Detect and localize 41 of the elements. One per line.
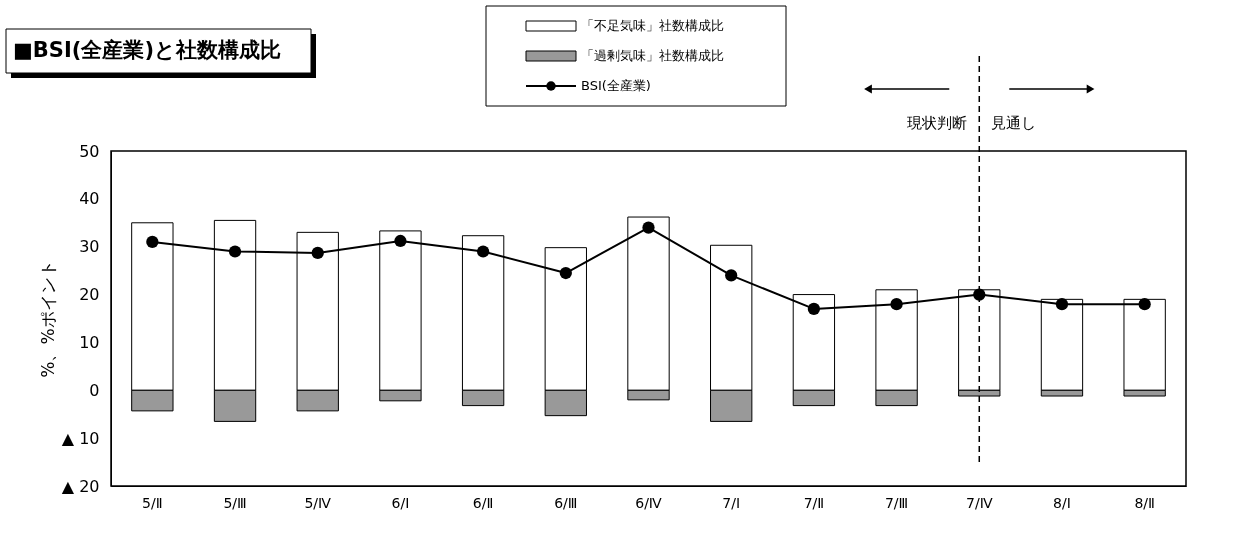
x-tick-label: 5/Ⅱ: [142, 494, 163, 511]
chart-title: ■BSI(全産業)と社数構成比: [13, 38, 281, 62]
y-tick-label: 50: [79, 141, 100, 161]
y-tick-label: ▲ 20: [61, 476, 100, 496]
point: [1055, 298, 1069, 311]
legend-label: BSI(全産業): [581, 78, 651, 93]
point: [476, 245, 490, 258]
y-axis-title: %、%ポイント: [37, 260, 58, 378]
x-tick-label: 6/Ⅳ: [635, 494, 662, 511]
x-tick-label: 8/Ⅰ: [1053, 494, 1071, 511]
x-tick-label: 8/Ⅱ: [1134, 494, 1155, 511]
legend-label: 「過剰気味」社数構成比: [581, 48, 724, 63]
x-tick-label: 5/Ⅳ: [304, 494, 332, 511]
y-tick-label: 0: [89, 380, 100, 400]
x-tick-label: 6/Ⅱ: [472, 494, 494, 511]
y-tick-label: 10: [79, 332, 100, 352]
x-tick-label: 5/Ⅲ: [223, 494, 247, 511]
point: [642, 221, 655, 234]
text: 現状判断: [907, 114, 968, 132]
legend-label: 「不足気味」社数構成比: [581, 18, 724, 33]
x-tick-label: 7/Ⅰ: [722, 494, 741, 511]
point: [1138, 298, 1151, 311]
x-tick-label: 7/Ⅳ: [966, 494, 993, 511]
point: [311, 246, 324, 260]
x-tick-label: 6/Ⅲ: [554, 494, 578, 511]
y-tick-label: 20: [79, 285, 100, 305]
point: [559, 266, 572, 280]
point: [725, 269, 738, 282]
point: [890, 298, 903, 311]
x-tick-label: 7/Ⅱ: [803, 494, 825, 511]
y-tick-label: 30: [79, 237, 100, 257]
y-tick-label: 40: [79, 189, 100, 209]
x-tick-label: 7/Ⅲ: [884, 494, 909, 511]
x-tick-label: 6/Ⅰ: [391, 494, 410, 511]
point: [228, 245, 242, 258]
y-tick-label: ▲ 10: [61, 428, 100, 448]
text: 見通し: [991, 114, 1037, 132]
point: [146, 235, 159, 249]
point: [807, 302, 821, 316]
point: [973, 288, 986, 301]
point: [394, 234, 407, 248]
